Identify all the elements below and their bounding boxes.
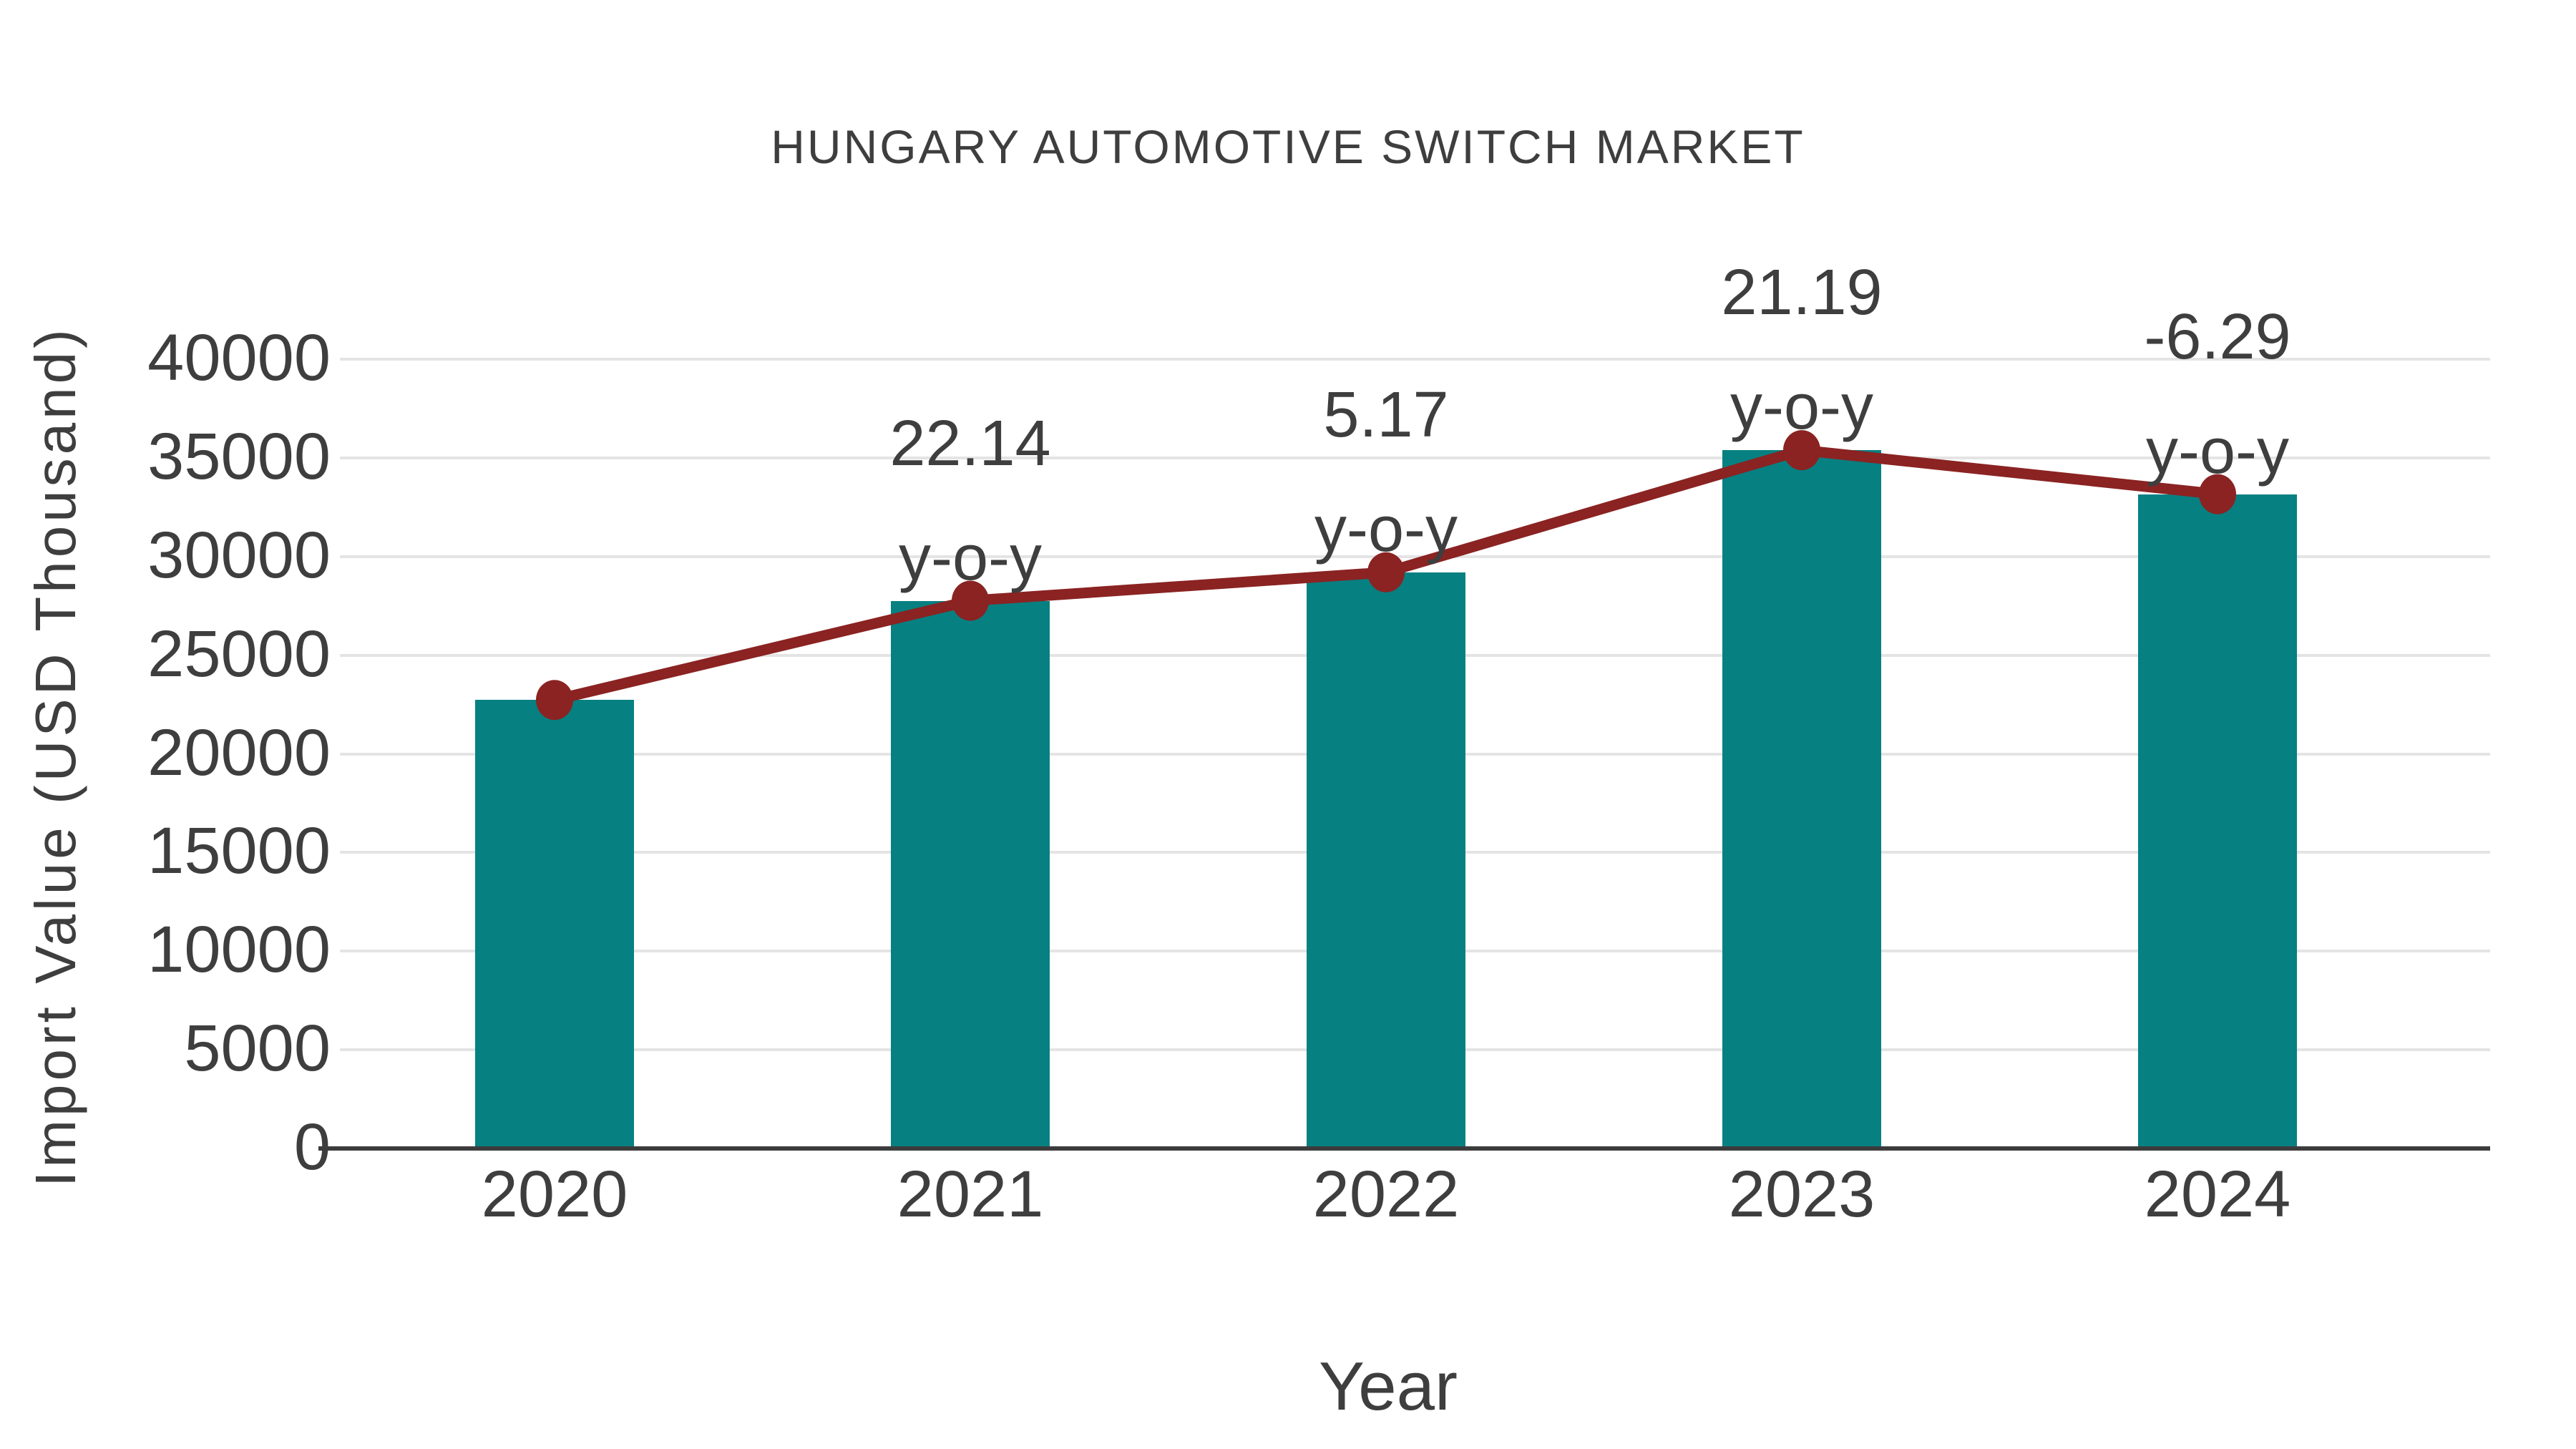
x-tick-label-2021: 2021 [897, 1158, 1044, 1231]
y-tick-label-30000: 30000 [147, 518, 331, 592]
y-tick-label-40000: 40000 [147, 321, 331, 394]
y-tick-label-35000: 35000 [147, 419, 331, 493]
trend-marker-2024 [2199, 474, 2236, 514]
yoy-value: 5.17 [1323, 379, 1449, 451]
bar-2023 [1722, 450, 1881, 1148]
y-tick-label-5000: 5000 [184, 1012, 331, 1085]
y-tick-label-25000: 25000 [147, 617, 331, 691]
x-tick-label-2023: 2023 [1728, 1158, 1875, 1231]
gridline-40000 [340, 358, 2490, 361]
trend-marker-2022 [1367, 552, 1405, 592]
gridline-30000 [340, 555, 2490, 558]
yoy-label: y-o-y [899, 522, 1042, 594]
x-axis-title: Year [1319, 1348, 1458, 1425]
yoy-annotation-2021: 22.14 y-o-y [720, 386, 1221, 615]
trend-marker-2021 [952, 580, 989, 621]
yoy-value: -6.29 [2144, 301, 2291, 373]
chart-title: HUNGARY AUTOMOTIVE SWITCH MARKET [771, 120, 1805, 173]
yoy-annotation-2024: -6.29 y-o-y [1967, 280, 2468, 509]
yoy-value: 22.14 [889, 407, 1051, 479]
x-axis-line [318, 1146, 2490, 1151]
bar-2024 [2138, 494, 2297, 1148]
gridline-35000 [340, 456, 2490, 459]
y-tick-label-10000: 10000 [147, 913, 331, 987]
yoy-label: y-o-y [1314, 493, 1458, 565]
yoy-label: y-o-y [2146, 415, 2289, 487]
yoy-value: 21.19 [1721, 257, 1883, 329]
x-tick-label-2022: 2022 [1312, 1158, 1460, 1231]
y-tick-label-20000: 20000 [147, 716, 331, 789]
y-tick-label-15000: 15000 [147, 814, 331, 888]
x-tick-label-2020: 2020 [481, 1158, 628, 1231]
bar-2022 [1307, 572, 1465, 1148]
trend-marker-2023 [1783, 430, 1820, 471]
trend-marker-2020 [536, 680, 573, 721]
yoy-annotation-2022: 5.17 y-o-y [1136, 358, 1636, 587]
x-tick-label-2024: 2024 [2144, 1158, 2291, 1231]
yoy-label: y-o-y [1730, 371, 1873, 444]
bar-2020 [475, 700, 634, 1148]
bar-2021 [891, 600, 1050, 1148]
yoy-annotation-2023: 21.19 y-o-y [1551, 235, 2052, 464]
